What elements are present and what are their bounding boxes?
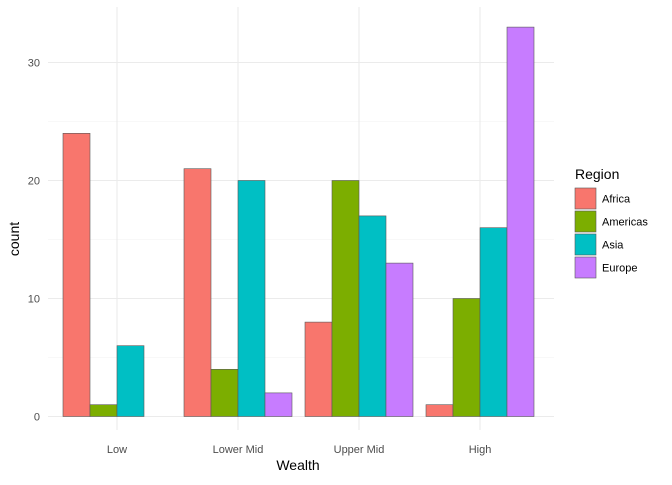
axis-layer: Wealth count 0 10 20 30 Low Lower Mid Upper Mi… [6,58,491,474]
legend: Region Africa Americas Asia Europe [574,166,648,279]
y-axis-title: count [6,222,22,256]
legend-label-americas: Americas [602,217,648,229]
bar-africa-lower-mid [183,168,212,417]
bar-asia-low [116,345,145,417]
legend-key-americas [574,210,597,233]
legend-key-europe [574,256,597,279]
bar-europe-high [506,26,535,417]
x-tick-label: Lower Mid [213,444,264,456]
bar-europe-upper-mid [385,262,414,417]
bar-americas-high [452,298,481,417]
bars-layer [62,26,535,417]
bar-africa-low [62,133,91,417]
x-tick-label: Upper Mid [334,444,385,456]
bar-africa-high [425,404,454,417]
y-tick-label: 30 [28,58,40,70]
bar-asia-high [479,227,508,417]
x-axis-title: Wealth [276,457,319,473]
bar-americas-upper-mid [331,180,360,417]
bar-africa-upper-mid [304,321,333,417]
bar-asia-upper-mid [358,215,387,417]
legend-key-asia [574,233,597,256]
y-tick-label: 0 [34,412,40,424]
legend-label-asia: Asia [602,240,624,252]
bar-americas-low [89,404,118,417]
legend-title: Region [575,166,619,182]
y-tick-label: 20 [28,176,40,188]
bar-europe-lower-mid [264,392,293,417]
x-tick-label: High [469,444,492,456]
y-tick-label: 10 [28,294,40,306]
bar-asia-lower-mid [237,180,266,417]
legend-label-europe: Europe [602,263,637,275]
legend-label-africa: Africa [602,194,631,206]
x-tick-label: Low [107,444,127,456]
bar-americas-lower-mid [210,368,239,417]
legend-key-africa [574,187,597,210]
